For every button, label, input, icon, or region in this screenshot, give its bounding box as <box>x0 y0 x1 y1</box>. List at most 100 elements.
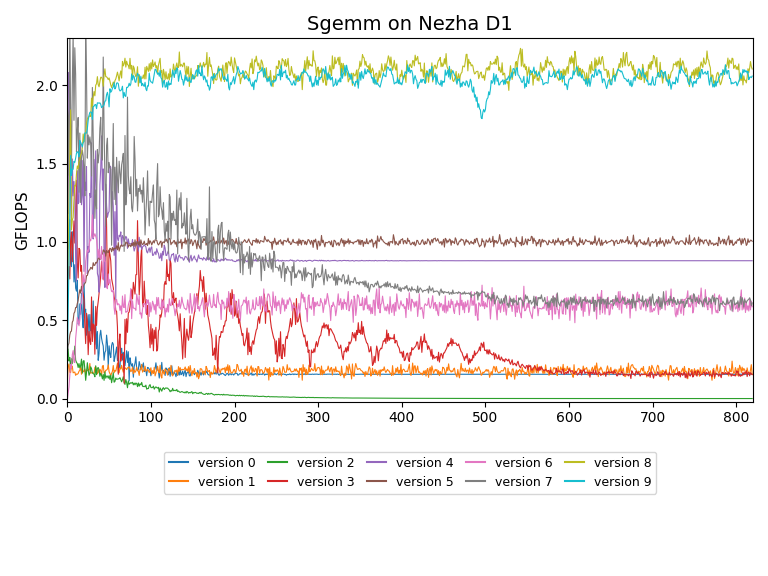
version 8 <box>508 71 518 78</box>
version 0 <box>747 371 756 378</box>
version 1 <box>356 367 366 374</box>
version 9 <box>483 94 492 101</box>
version 0 <box>65 217 74 223</box>
version 6 <box>88 211 97 218</box>
version 7 <box>168 217 177 223</box>
version 7 <box>357 279 366 286</box>
version 9 <box>167 75 177 82</box>
version 3 <box>358 331 367 338</box>
version 9 <box>63 362 72 369</box>
version 3 <box>120 380 129 386</box>
version 3 <box>485 346 494 353</box>
version 2 <box>70 343 79 350</box>
version 4 <box>510 257 519 264</box>
version 2 <box>249 393 258 400</box>
version 5 <box>483 239 492 246</box>
version 1 <box>508 365 518 372</box>
version 1 <box>167 371 177 378</box>
version 5 <box>509 238 518 245</box>
version 5 <box>356 241 366 248</box>
version 6 <box>63 397 72 404</box>
version 1 <box>63 381 72 388</box>
version 4 <box>250 257 260 264</box>
version 2 <box>509 395 518 402</box>
version 3 <box>250 335 260 342</box>
version 7 <box>227 241 236 248</box>
version 5 <box>495 231 505 238</box>
version 8 <box>63 303 72 310</box>
Title: Sgemm on Nezha D1: Sgemm on Nezha D1 <box>307 15 513 34</box>
Line: version 8: version 8 <box>68 48 752 306</box>
version 3 <box>169 289 178 296</box>
version 1 <box>727 358 737 365</box>
version 9 <box>721 61 730 68</box>
version 3 <box>72 177 81 184</box>
version 4 <box>63 94 72 101</box>
version 8 <box>483 67 492 74</box>
version 9 <box>508 66 518 73</box>
version 7 <box>590 308 599 315</box>
version 8 <box>226 62 235 69</box>
version 5 <box>248 237 257 244</box>
version 5 <box>226 241 235 248</box>
version 2 <box>484 395 493 402</box>
version 7 <box>484 295 493 302</box>
version 4 <box>747 257 756 264</box>
version 8 <box>356 63 366 70</box>
Y-axis label: GFLOPS: GFLOPS <box>15 190 30 250</box>
version 0 <box>227 370 237 377</box>
Legend: version 0, version 1, version 2, version 3, version 4, version 5, version 6, ver: version 0, version 1, version 2, version… <box>164 452 657 494</box>
version 1 <box>747 371 756 378</box>
version 4 <box>111 296 121 303</box>
version 1 <box>483 366 492 373</box>
version 7 <box>63 105 72 112</box>
version 3 <box>747 371 756 378</box>
Line: version 7: version 7 <box>68 11 752 312</box>
version 6 <box>227 302 236 309</box>
version 8 <box>248 70 257 77</box>
version 0 <box>63 226 72 233</box>
version 4 <box>358 257 367 264</box>
version 9 <box>248 79 257 86</box>
Line: version 0: version 0 <box>68 220 752 381</box>
version 8 <box>516 45 525 52</box>
version 5 <box>63 351 72 358</box>
version 0 <box>169 370 178 377</box>
Line: version 3: version 3 <box>68 180 752 383</box>
version 6 <box>357 302 366 309</box>
Line: version 1: version 1 <box>68 361 752 385</box>
version 7 <box>249 250 258 257</box>
version 6 <box>249 305 258 312</box>
version 5 <box>747 238 756 245</box>
version 7 <box>65 7 74 14</box>
version 8 <box>167 72 177 79</box>
version 5 <box>167 239 177 246</box>
version 0 <box>358 371 367 378</box>
version 6 <box>168 295 177 302</box>
version 3 <box>510 360 519 367</box>
version 2 <box>63 356 72 363</box>
version 3 <box>227 286 237 293</box>
version 0 <box>250 371 260 378</box>
version 0 <box>510 371 519 378</box>
version 2 <box>747 395 756 402</box>
Line: version 9: version 9 <box>68 65 752 366</box>
version 9 <box>356 77 366 84</box>
version 2 <box>357 395 366 401</box>
version 9 <box>747 73 756 79</box>
version 4 <box>169 250 178 257</box>
version 6 <box>747 304 756 310</box>
version 0 <box>485 371 494 378</box>
version 1 <box>226 367 235 374</box>
version 6 <box>484 294 493 301</box>
Line: version 4: version 4 <box>68 73 752 300</box>
version 4 <box>227 256 237 263</box>
version 4 <box>485 257 494 264</box>
version 9 <box>226 79 235 86</box>
version 7 <box>747 300 756 306</box>
Line: version 6: version 6 <box>68 215 752 401</box>
version 2 <box>227 392 236 399</box>
version 7 <box>509 295 518 302</box>
Line: version 5: version 5 <box>68 234 752 354</box>
version 8 <box>747 66 756 73</box>
